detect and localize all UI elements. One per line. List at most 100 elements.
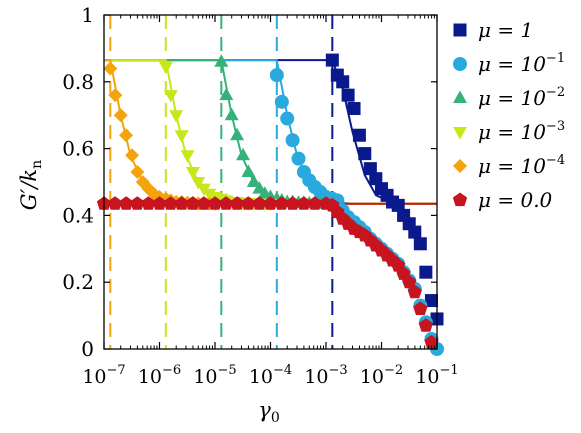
data-point — [230, 196, 245, 210]
data-point — [291, 151, 306, 166]
legend: μ = 1 μ = 10−1 μ = 10−2 μ = 10−3 μ = 10−4 μ =… — [452, 18, 565, 212]
data-point — [252, 196, 267, 210]
y-tick-label: 0 — [81, 337, 94, 361]
legend-label-5: μ = 0.0 — [478, 188, 553, 212]
y-axis-label-sub: n — [29, 160, 45, 169]
data-point — [363, 162, 377, 176]
axis-frame — [103, 14, 438, 350]
data-point — [125, 148, 140, 163]
series-curve-0 — [104, 59, 437, 205]
x-tick-label: 10−2 — [360, 363, 403, 388]
legend-marker-1 — [453, 57, 467, 71]
data-point — [214, 54, 229, 67]
y-tick-label: 0.6 — [62, 137, 94, 161]
data-point — [169, 110, 184, 123]
data-point — [174, 196, 189, 210]
data-point — [196, 196, 212, 210]
x-tick-label: 10−7 — [82, 363, 125, 388]
data-point — [418, 318, 433, 332]
data-point — [236, 147, 251, 161]
data-point — [325, 53, 339, 67]
legend-marker-0 — [453, 23, 467, 37]
legend-marker-4 — [453, 159, 467, 173]
series-curve-3 — [104, 59, 437, 205]
data-point — [218, 196, 234, 210]
data-point — [347, 102, 361, 116]
data-point — [341, 88, 355, 102]
data-point — [336, 75, 350, 89]
data-point — [158, 61, 173, 75]
legend-label-1: μ = 10−1 — [478, 51, 565, 76]
data-point — [274, 94, 289, 109]
data-point — [285, 133, 300, 148]
data-point — [180, 150, 195, 163]
y-tick-label: 0.4 — [62, 203, 94, 227]
data-point — [274, 196, 289, 210]
data-point — [119, 196, 134, 210]
legend-marker-2 — [453, 90, 467, 103]
x-axis-label: γ0 — [258, 398, 279, 426]
data-point — [407, 284, 422, 299]
data-point — [408, 225, 422, 239]
data-point — [419, 265, 433, 279]
data-point — [391, 198, 405, 212]
legend-label-0: μ = 1 — [478, 18, 533, 42]
x-tick-label: 10−6 — [138, 363, 181, 388]
data-point — [108, 88, 123, 103]
axes: 0 0.2 0.4 0.6 0.8 1 10−7 10−6 10−5 10−4 10−3 10−2 10… — [62, 3, 458, 388]
data-point — [130, 196, 145, 210]
data-point — [163, 196, 178, 210]
series-curve-2 — [104, 59, 437, 205]
x-tick-label: 10−1 — [415, 363, 458, 388]
data-point — [107, 196, 123, 210]
data-point — [202, 188, 217, 202]
y-tick-label: 0.8 — [62, 70, 94, 94]
data-point — [113, 108, 128, 123]
data-point — [103, 61, 118, 76]
legend-label-3: μ = 10−3 — [478, 119, 565, 144]
legend-marker-3 — [453, 127, 467, 140]
x-axis-label-sub: 0 — [271, 410, 280, 426]
data-point — [424, 334, 439, 349]
data-point — [246, 174, 261, 187]
data-point — [130, 164, 145, 179]
data-point — [224, 107, 239, 121]
data-point — [269, 68, 284, 83]
data-point — [185, 166, 200, 180]
series-markers-0 — [325, 53, 444, 326]
data-point — [119, 128, 134, 143]
series-curve-1 — [104, 59, 437, 205]
data-point — [358, 147, 372, 161]
data-point — [241, 196, 256, 210]
series-markers-5 — [96, 196, 439, 349]
data-point — [307, 196, 323, 210]
y-axis-label: G′/kn — [17, 160, 45, 210]
legend-label-4: μ = 10−4 — [478, 153, 565, 178]
plot-area — [96, 15, 444, 356]
data-point — [141, 196, 156, 210]
data-point — [296, 196, 311, 210]
data-point — [402, 274, 417, 289]
y-tick-label: 1 — [81, 3, 94, 27]
x-tick-label: 10−5 — [193, 363, 236, 388]
data-point — [163, 90, 178, 103]
x-tick-label: 10−4 — [249, 363, 292, 388]
data-point — [230, 127, 245, 141]
x-tick-label: 10−3 — [304, 363, 347, 388]
data-point — [191, 177, 206, 190]
data-point — [352, 128, 366, 142]
data-point — [174, 130, 189, 143]
data-point — [280, 111, 295, 126]
series-curve-4 — [104, 59, 437, 205]
y-tick-label: 0.2 — [62, 270, 94, 294]
legend-label-2: μ = 10−2 — [478, 85, 565, 110]
data-point — [285, 196, 300, 210]
data-point — [369, 172, 383, 186]
data-point — [152, 196, 167, 210]
data-point — [207, 196, 223, 210]
data-point — [413, 301, 428, 315]
data-point — [263, 196, 278, 210]
y-axis-label-main: G′/k — [17, 169, 41, 210]
